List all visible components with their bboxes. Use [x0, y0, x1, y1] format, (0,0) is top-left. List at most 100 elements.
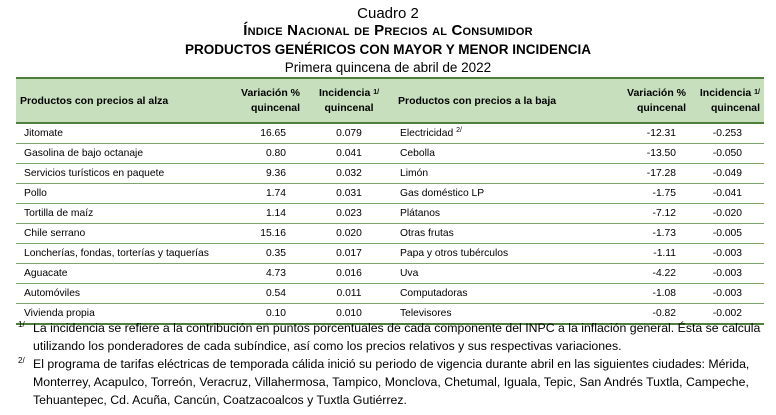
up-variation-value-text: 0.10: [265, 308, 286, 319]
up-product-name: Chile serrano: [16, 223, 230, 244]
header-up-variation: Variación % quincenal: [230, 77, 304, 124]
down-product-name: Limón: [394, 163, 604, 184]
down-product-name-text: Uva: [400, 268, 419, 279]
down-variation-value-text: -4.22: [652, 268, 676, 279]
down-incidence-value: -0.002: [690, 303, 764, 325]
up-product-name: Servicios turísticos en paquete: [16, 163, 230, 184]
down-incidence-value: -0.041: [690, 183, 764, 204]
up-variation-value: 15.16: [230, 223, 304, 244]
down-product-name: Uva: [394, 263, 604, 284]
up-incidence-value: 0.020: [304, 223, 394, 244]
footnote-text: La incidencia se refiere a la contribuci…: [33, 321, 761, 353]
table-row: Tortilla de maíz 1.14 0.023 Plátanos -7.12 -0…: [16, 203, 764, 224]
table-row: Pollo 1.74 0.031 Gas doméstico LP -1.75 -0.04…: [16, 183, 764, 204]
down-variation-value-text: -7.12: [652, 208, 676, 219]
down-product-name: Otras frutas: [394, 223, 604, 244]
down-product-name: Gas doméstico LP: [394, 183, 604, 204]
up-incidence-value-text: 0.032: [336, 168, 362, 179]
cuadro-label: Cuadro 2: [357, 5, 419, 22]
up-variation-value: 1.14: [230, 203, 304, 224]
down-variation-value: -12.31: [604, 123, 690, 144]
down-variation-value: -4.22: [604, 263, 690, 284]
down-product-name-text: Electricidad: [400, 128, 454, 139]
footnote-marker: 2/: [18, 356, 25, 365]
up-incidence-value: 0.032: [304, 163, 394, 184]
up-incidence-value-text: 0.031: [336, 188, 362, 199]
down-product-name-text: Limón: [400, 168, 429, 179]
down-variation-value: -1.11: [604, 243, 690, 264]
footnote-1: 1/ La incidencia se refiere a la contrib…: [18, 319, 766, 355]
up-product-name: Loncherías, fondas, torterías y taquería…: [16, 243, 230, 264]
up-incidence-value: 0.017: [304, 243, 394, 264]
up-variation-value: 0.54: [230, 283, 304, 304]
down-product-name: Papa y otros tubérculos: [394, 243, 604, 264]
header-var-l1: Variación %: [627, 86, 686, 99]
down-incidence-value: -0.003: [690, 243, 764, 264]
footnote-2: 2/ El programa de tarifas eléctricas de …: [18, 355, 766, 409]
up-product-name: Jitomate: [16, 123, 230, 144]
header-var-l2: quincenal: [250, 101, 300, 114]
down-variation-value-text: -17.28: [646, 168, 676, 179]
up-product-name-text: Vivienda propia: [24, 308, 95, 319]
incidence-table: Productos con precios al alza Variación …: [16, 77, 764, 325]
period-label: Primera quincena de abril de 2022: [284, 60, 492, 75]
down-product-name: Computadoras: [394, 283, 604, 304]
down-incidence-value: -0.049: [690, 163, 764, 184]
down-variation-value-text: -12.31: [646, 128, 676, 139]
up-variation-value-text: 0.54: [265, 288, 286, 299]
header-up-products: Productos con precios al alza: [16, 77, 230, 124]
down-product-name-text: Otras frutas: [400, 228, 454, 239]
up-product-name-text: Chile serrano: [24, 228, 86, 239]
up-incidence-value-text: 0.016: [336, 268, 362, 279]
up-product-name: Tortilla de maíz: [16, 203, 230, 224]
down-incidence-value-text: -0.041: [712, 188, 742, 199]
down-incidence-value-text: -0.003: [712, 268, 742, 279]
up-incidence-value-text: 0.017: [336, 248, 362, 259]
header-inc-l1: Incidencia: [318, 86, 371, 99]
down-variation-value: -0.82: [604, 303, 690, 325]
table-row: Chile serrano 15.16 0.020 Otras frutas -1.73…: [16, 223, 764, 244]
up-variation-value: 9.36: [230, 163, 304, 184]
down-incidence-value: -0.020: [690, 203, 764, 224]
up-variation-value-text: 1.14: [265, 208, 286, 219]
table-row: Automóviles 0.54 0.011 Computadoras -1.08 -0.…: [16, 283, 764, 304]
down-product-name: Televisores: [394, 303, 604, 325]
up-incidence-value: 0.031: [304, 183, 394, 204]
header-down-incidence: Incidencia 1/quincenal: [690, 77, 764, 124]
up-variation-value: 0.80: [230, 143, 304, 164]
down-incidence-value-text: -0.050: [712, 148, 742, 159]
down-variation-value: -7.12: [604, 203, 690, 224]
down-variation-value: -1.73: [604, 223, 690, 244]
down-incidence-value: -0.003: [690, 263, 764, 284]
table-row: Aguacate 4.73 0.016 Uva -4.22 -0.003: [16, 263, 764, 284]
footnote-marker: 2/: [456, 127, 462, 134]
up-product-name-text: Gasolina de bajo octanaje: [24, 148, 144, 159]
up-variation-value-text: 16.65: [260, 128, 286, 139]
down-variation-value: -17.28: [604, 163, 690, 184]
up-incidence-value: 0.023: [304, 203, 394, 224]
down-product-name: Electricidad 2/: [394, 123, 604, 144]
up-product-name-text: Pollo: [24, 188, 47, 199]
table-subtitle: PRODUCTOS GENÉRICOS CON MAYOR Y MENOR IN…: [184, 42, 592, 57]
down-product-name: Plátanos: [394, 203, 604, 224]
header-inc-l2: quincenal: [324, 101, 374, 114]
up-incidence-value-text: 0.041: [336, 148, 362, 159]
down-variation-value: -13.50: [604, 143, 690, 164]
down-variation-value-text: -1.75: [652, 188, 676, 199]
header-up-incidence: Incidencia 1/quincenal: [304, 77, 394, 124]
up-product-name-text: Jitomate: [24, 128, 63, 139]
up-product-name-text: Loncherías, fondas, torterías y taquería…: [24, 248, 209, 259]
down-incidence-value-text: -0.020: [712, 208, 742, 219]
down-incidence-value-text: -0.003: [712, 248, 742, 259]
down-incidence-value-text: -0.003: [712, 288, 742, 299]
up-incidence-value-text: 0.020: [336, 228, 362, 239]
table-row: Gasolina de bajo octanaje 0.80 0.041 Ceboll…: [16, 143, 764, 164]
up-variation-value: 16.65: [230, 123, 304, 144]
down-incidence-value: -0.253: [690, 123, 764, 144]
up-variation-value-text: 0.80: [265, 148, 286, 159]
down-variation-value-text: -1.08: [652, 288, 676, 299]
up-variation-value: 0.10: [230, 303, 304, 325]
up-product-name: Gasolina de bajo octanaje: [16, 143, 230, 164]
up-incidence-value-text: 0.023: [336, 208, 362, 219]
footnote-marker: 1/: [754, 88, 760, 96]
